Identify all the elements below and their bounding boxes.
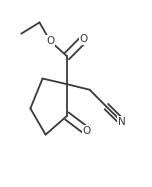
Text: O: O <box>79 34 88 44</box>
Text: O: O <box>46 36 54 46</box>
Text: N: N <box>118 117 125 127</box>
Text: O: O <box>83 126 91 136</box>
